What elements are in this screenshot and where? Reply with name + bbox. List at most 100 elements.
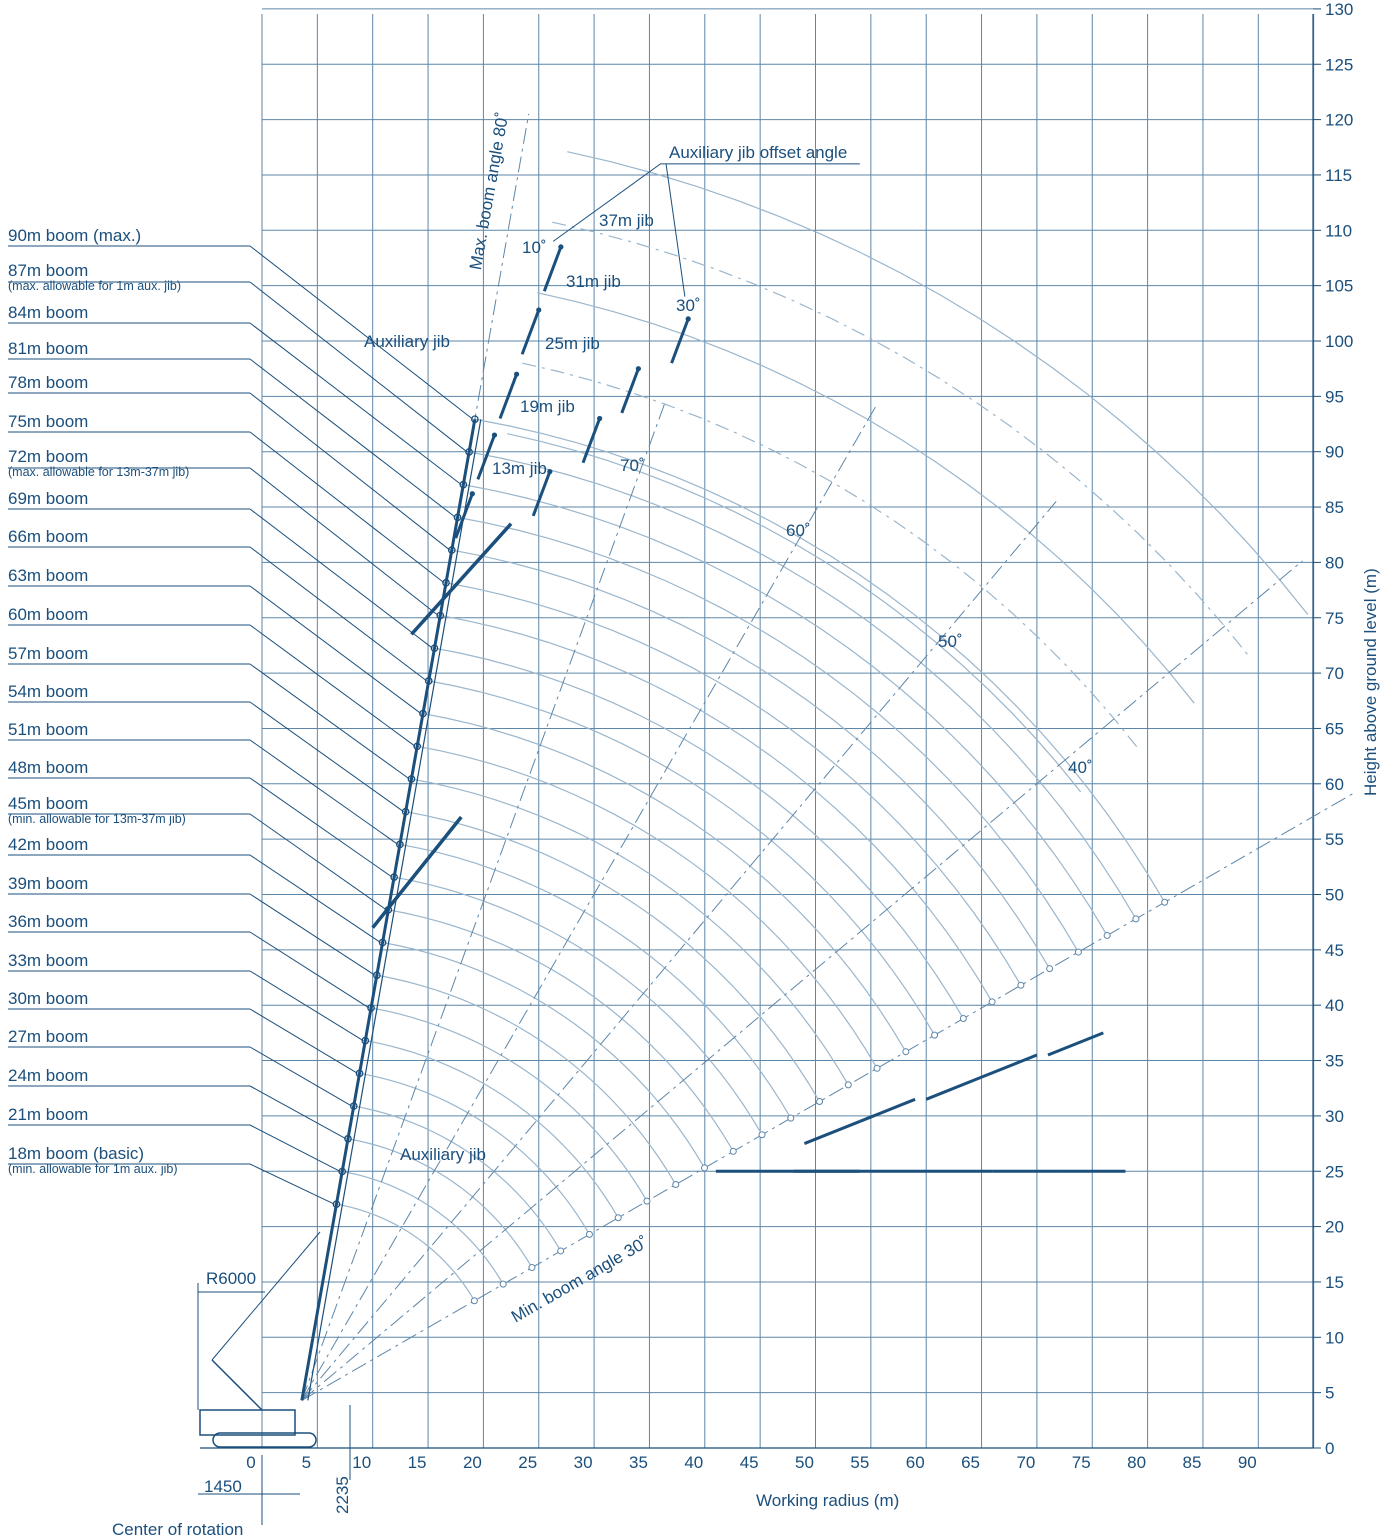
min-angle-tip-marker <box>902 1048 910 1056</box>
x-tick-label: 20 <box>463 1453 482 1472</box>
boom-label-text: 42m boom <box>8 835 89 854</box>
dim-1450-label: 1450 <box>204 1477 242 1496</box>
min-angle-tip-marker <box>614 1214 622 1222</box>
y-tick-label: 85 <box>1325 498 1344 517</box>
jib-tip-marker <box>558 244 564 250</box>
boom-label-text: 66m boom <box>8 527 89 546</box>
boom-tip-marker <box>459 480 468 489</box>
y-tick-label: 40 <box>1325 996 1344 1015</box>
boom-tip-marker <box>367 1004 375 1012</box>
boom-arc <box>405 811 821 1102</box>
jib-tip <box>542 246 563 292</box>
jib-tip-marker <box>685 316 691 322</box>
boom-tip-marker <box>361 1036 370 1045</box>
boom-label-text: 57m boom <box>8 644 89 663</box>
boom-label-leader <box>249 392 451 551</box>
x-tick-label: 55 <box>850 1453 869 1472</box>
y-tick-label: 0 <box>1325 1439 1334 1458</box>
y-tick-label: 30 <box>1325 1107 1344 1126</box>
boom-tip-marker <box>378 938 387 947</box>
boom-label-leader <box>249 1124 341 1172</box>
jib-offset-segment <box>925 1075 983 1101</box>
min-angle-tip-marker <box>499 1280 507 1288</box>
boom-tip-marker <box>407 775 416 783</box>
jib-tip-marker <box>597 415 603 422</box>
boom-label-leader <box>249 701 404 813</box>
boom-label: 90m boom (max.) <box>8 227 141 245</box>
jib-tip-marker <box>536 307 542 313</box>
boom-label-leader <box>249 624 416 747</box>
y-tick-label: 125 <box>1325 55 1353 74</box>
boom-label-leader <box>249 813 387 911</box>
boom-tip-marker <box>344 1134 352 1143</box>
offset-30-label: 30˚ <box>676 296 701 315</box>
boom-label: 48m boom <box>8 759 88 777</box>
boom-tip-marker <box>390 873 398 881</box>
boom-label: 54m boom <box>8 683 88 701</box>
boom-label-text: 30m boom <box>8 989 89 1008</box>
y-tick-label: 25 <box>1325 1162 1344 1181</box>
boom-label-text: 33m boom <box>8 951 89 970</box>
x-tick-label: 65 <box>961 1453 980 1472</box>
boom-label: 21m boom <box>8 1106 88 1124</box>
boom-label-text: 36m boom <box>8 912 89 931</box>
boom-label: 33m boom <box>8 952 88 970</box>
boom-label-text: 72m boom <box>8 447 89 466</box>
boom-arc <box>411 778 849 1086</box>
boom-label: 18m boom (basic) (min. allowable for 1m a… <box>8 1145 178 1176</box>
boom-arc <box>422 712 907 1053</box>
crane-base-icon <box>197 1231 351 1525</box>
boom-lines <box>300 244 1169 1401</box>
boom-label-note: (max. allowable for 13m-37m jib) <box>8 465 190 479</box>
jib-label-19m: 19m jib <box>520 397 575 416</box>
boom-label-leader <box>249 1085 347 1140</box>
offset-leader-30 <box>665 163 686 297</box>
boom-label-leader <box>249 322 462 486</box>
boom-label-leader <box>249 893 376 976</box>
boom-label-text: 27m boom <box>8 1027 89 1046</box>
boom-arc <box>428 680 936 1036</box>
boom-tip-marker <box>453 513 462 522</box>
y-tick-label: 115 <box>1325 166 1352 185</box>
boom-tip-marker <box>396 840 404 849</box>
min-angle-tip-marker <box>1046 965 1054 973</box>
x-axis-title: Working radius (m) <box>756 1491 900 1510</box>
boom-label: 87m boom (max. allowable for 1m aux. jib) <box>8 262 181 293</box>
y-tick-label: 15 <box>1325 1273 1344 1292</box>
jib-arc <box>552 221 1252 660</box>
min-angle-tip-marker <box>729 1147 737 1155</box>
aux-jib-offset-label: Auxiliary jib offset angle <box>669 143 848 162</box>
boom-arc <box>359 1072 590 1235</box>
boom-label: 72m boom (max. allowable for 13m-37m jib) <box>8 448 189 479</box>
crane-pendant <box>211 1231 321 1361</box>
boom-tip-marker <box>471 415 479 424</box>
y-tick-label: 70 <box>1325 664 1344 683</box>
boom-arc <box>388 909 734 1152</box>
x-tick-label: 30 <box>574 1453 593 1472</box>
x-tick-label: 50 <box>795 1453 814 1472</box>
boom-label-leader <box>249 1046 353 1107</box>
y-tick-label: 20 <box>1325 1218 1344 1237</box>
boom-label: 39m boom <box>8 875 88 893</box>
boom-label: 63m boom <box>8 567 88 585</box>
boom-tip-marker <box>355 1069 364 1078</box>
x-tick-label: 15 <box>408 1453 427 1472</box>
dim-2235-label: 2235 <box>333 1476 352 1514</box>
jib-label-37m: 37m jib <box>599 211 654 230</box>
jib-tip-marker <box>547 469 553 475</box>
boom-arc <box>468 451 1137 920</box>
boom-tip-marker <box>442 578 450 587</box>
jib-label-25m: 25m jib <box>545 334 600 353</box>
boom-label: 60m boom <box>8 606 88 624</box>
boom-label-text: 51m boom <box>8 720 89 739</box>
boom-angle-ray <box>301 401 666 1401</box>
boom-label: 24m boom <box>8 1067 88 1085</box>
y-tick-label: 90 <box>1325 443 1344 462</box>
boom-label-text: 84m boom <box>8 303 89 322</box>
lattice-jib <box>410 522 513 636</box>
boom-label-leader <box>249 1008 358 1074</box>
label-leader-lines <box>8 163 860 1205</box>
jib-tip-marker <box>469 491 475 497</box>
boom-arc <box>342 1170 504 1285</box>
x-tick-label: 70 <box>1016 1453 1035 1472</box>
